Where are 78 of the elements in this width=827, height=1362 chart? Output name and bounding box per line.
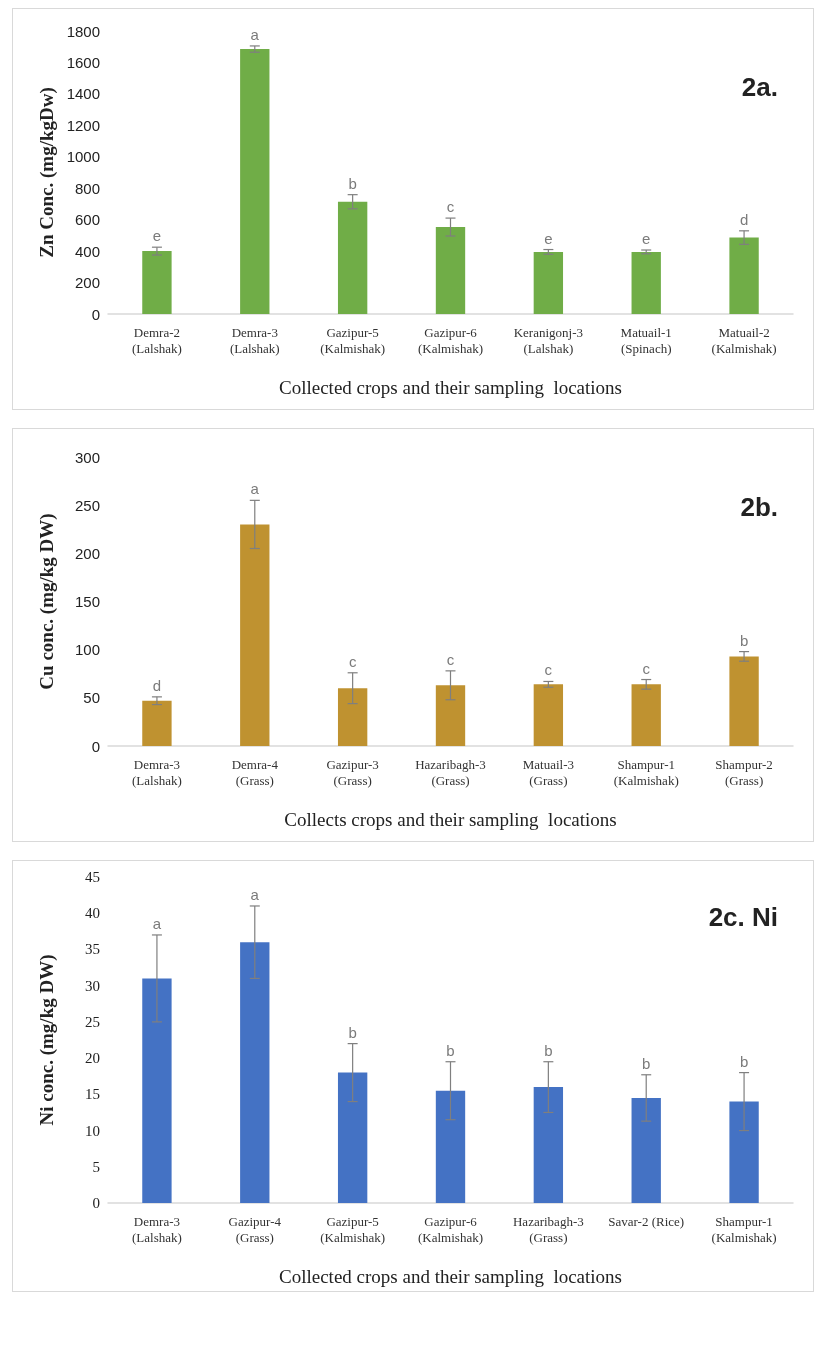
x-tick-label: Keranigonj-3 (Lalshak) bbox=[513, 324, 584, 356]
x-tick-label: Gazipur-6 (Kalmishak) bbox=[418, 1213, 483, 1245]
annotation: e bbox=[642, 230, 651, 248]
annotation: b bbox=[739, 631, 749, 649]
annotation: b bbox=[348, 1023, 357, 1041]
annotation: b bbox=[348, 174, 357, 192]
annotation: d bbox=[152, 676, 162, 694]
y-tick-label: 25 bbox=[85, 1013, 100, 1030]
x-tick-label: Matuail-2 (Kalmishak) bbox=[711, 324, 777, 356]
y-tick-label: 150 bbox=[74, 593, 100, 610]
x-tick-label: Hazaribagh-3 (Grass) bbox=[512, 1213, 584, 1245]
annotation: e bbox=[544, 229, 553, 247]
x-tick-label: Gazipur-3 (Grass) bbox=[326, 756, 379, 788]
annotation: a bbox=[250, 25, 260, 43]
y-tick-label: 10 bbox=[85, 1122, 100, 1139]
y-tick-label: 45 bbox=[85, 869, 100, 885]
y-tick-label: 200 bbox=[74, 544, 100, 562]
x-tick-label: Matuail-1 (Spinach) bbox=[620, 324, 672, 356]
y-tick-label: 250 bbox=[74, 496, 100, 514]
x-tick-label: Demra-3 (Lalshak) bbox=[132, 756, 182, 788]
x-tick-label: Demra-3 (Lalshak) bbox=[229, 324, 280, 356]
y-tick-label: 0 bbox=[92, 1195, 100, 1211]
annotation: c bbox=[544, 661, 553, 679]
y-tick-label: 40 bbox=[85, 905, 100, 922]
x-tick-label: Shampur-1 (Kalmishak) bbox=[613, 756, 679, 788]
x-tick-label: Demra-4 (Grass) bbox=[231, 756, 279, 788]
y-tick-label: 200 bbox=[74, 274, 100, 292]
y-tick-label: 300 bbox=[74, 448, 100, 466]
x-tick-label: Gazipur-4 (Grass) bbox=[228, 1213, 282, 1245]
text: 2c. Ni bbox=[708, 902, 779, 932]
annotation: b bbox=[446, 1041, 455, 1059]
y-tick-label: 1000 bbox=[66, 148, 100, 166]
annotation: b bbox=[642, 1054, 651, 1072]
y-tick-label: 30 bbox=[85, 977, 100, 994]
y-tick-label: 100 bbox=[74, 641, 100, 659]
x-tick-label: Demra-3 (Lalshak) bbox=[132, 1213, 182, 1245]
x-axis-title: Collects crops and their sampling locations bbox=[284, 809, 617, 830]
annotation: b bbox=[544, 1041, 553, 1059]
y-tick-label: 35 bbox=[85, 941, 100, 958]
y-tick-label: 800 bbox=[74, 179, 100, 197]
y-tick-label: 1600 bbox=[66, 53, 100, 71]
annotation: c bbox=[348, 652, 357, 670]
annotation: a bbox=[250, 480, 260, 498]
x-axis-title: Collected crops and their sampling locations bbox=[279, 1266, 622, 1287]
y-tick-label: 50 bbox=[83, 689, 100, 707]
x-tick-label: Shampur-1 (Kalmishak) bbox=[711, 1213, 777, 1245]
y-tick-label: 400 bbox=[74, 242, 100, 260]
y-tick-label: 0 bbox=[91, 305, 100, 323]
x-tick-label: Gazipur-5 (Kalmishak) bbox=[320, 1213, 386, 1245]
y-tick-label: 0 bbox=[91, 737, 100, 755]
x-tick-label: Hazaribagh-3 (Grass) bbox=[415, 756, 486, 788]
x-tick-label: Gazipur-5 (Kalmishak) bbox=[320, 324, 386, 356]
y-tick-label: 1800 bbox=[66, 22, 100, 40]
annotation: b bbox=[739, 1052, 749, 1070]
y-axis-title: Zn Conc. (mg/kgDw) bbox=[35, 87, 58, 258]
annotation: c bbox=[446, 198, 455, 216]
y-tick-label: 5 bbox=[92, 1158, 100, 1175]
text: 2a. bbox=[741, 72, 779, 102]
y-tick-label: 20 bbox=[85, 1050, 100, 1067]
annotation: c bbox=[642, 659, 651, 677]
annotation: e bbox=[152, 227, 162, 245]
x-tick-label: Demra-2 (Lalshak) bbox=[132, 324, 182, 356]
annotation: d bbox=[739, 210, 749, 228]
y-tick-label: 600 bbox=[74, 211, 100, 229]
annotation: c bbox=[446, 650, 455, 668]
x-tick-label: Savar-2 (Rice) bbox=[608, 1213, 685, 1229]
y-tick-label: 15 bbox=[85, 1086, 100, 1103]
x-axis-title: Collected crops and their sampling locations bbox=[279, 377, 622, 398]
annotation: a bbox=[152, 914, 162, 932]
x-tick-label: Shampur-2 (Grass) bbox=[715, 756, 773, 788]
annotation: a bbox=[250, 885, 260, 903]
y-axis-title: Ni conc. (mg/kg DW) bbox=[36, 954, 58, 1126]
x-tick-label: Matuail-3 (Grass) bbox=[522, 756, 574, 788]
y-axis-title: Cu conc. (mg/kg DW) bbox=[36, 513, 58, 690]
text: 2b. bbox=[740, 492, 779, 522]
x-tick-label: Gazipur-6 (Kalmishak) bbox=[418, 324, 483, 356]
y-tick-label: 1200 bbox=[66, 116, 100, 134]
y-tick-label: 1400 bbox=[66, 85, 100, 103]
